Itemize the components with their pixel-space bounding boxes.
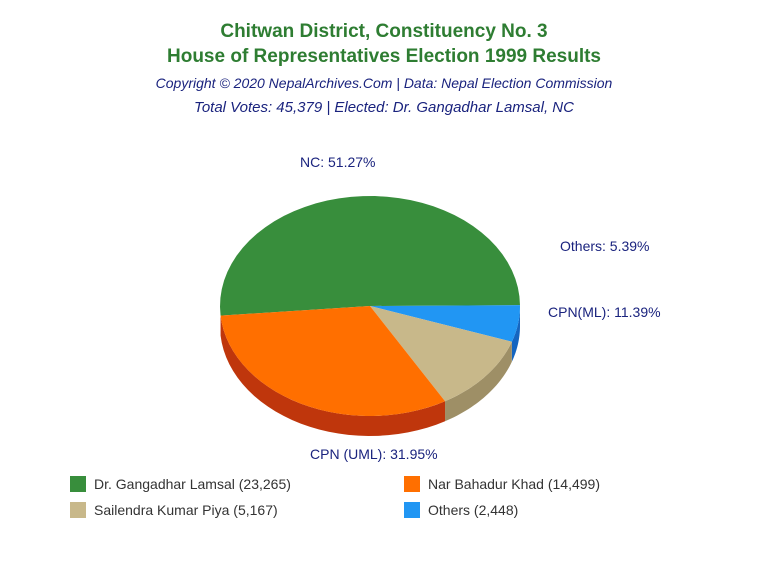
legend-text: Nar Bahadur Khad (14,499) bbox=[428, 476, 600, 492]
chart-legend: Dr. Gangadhar Lamsal (23,265) Nar Bahadu… bbox=[0, 476, 768, 518]
title-line-2: House of Representatives Election 1999 R… bbox=[167, 46, 601, 67]
legend-swatch bbox=[404, 476, 420, 492]
totals-text: Total Votes: 45,379 | Elected: Dr. Ganga… bbox=[194, 99, 574, 116]
slice-label-cpnuml: CPN (UML): 31.95% bbox=[310, 446, 438, 462]
pie-chart-svg bbox=[0, 126, 768, 466]
slice-label-nc: NC: 51.27% bbox=[300, 154, 375, 170]
copyright-text: Copyright © 2020 NepalArchives.Com | Dat… bbox=[156, 75, 613, 91]
legend-text: Sailendra Kumar Piya (5,167) bbox=[94, 502, 278, 518]
legend-swatch bbox=[404, 502, 420, 518]
slice-label-others: Others: 5.39% bbox=[560, 238, 650, 254]
legend-swatch bbox=[70, 476, 86, 492]
slice-label-cpnml: CPN(ML): 11.39% bbox=[548, 304, 661, 320]
title-line-1: Chitwan District, Constituency No. 3 bbox=[220, 21, 547, 42]
legend-text: Others (2,448) bbox=[428, 502, 518, 518]
legend-item: Dr. Gangadhar Lamsal (23,265) bbox=[70, 476, 364, 492]
legend-item: Sailendra Kumar Piya (5,167) bbox=[70, 502, 364, 518]
chart-title: Chitwan District, Constituency No. 3 Hou… bbox=[167, 20, 601, 69]
legend-text: Dr. Gangadhar Lamsal (23,265) bbox=[94, 476, 291, 492]
pie-chart-container: NC: 51.27% Others: 5.39% CPN(ML): 11.39%… bbox=[0, 126, 768, 466]
legend-item: Nar Bahadur Khad (14,499) bbox=[404, 476, 698, 492]
legend-swatch bbox=[70, 502, 86, 518]
legend-item: Others (2,448) bbox=[404, 502, 698, 518]
